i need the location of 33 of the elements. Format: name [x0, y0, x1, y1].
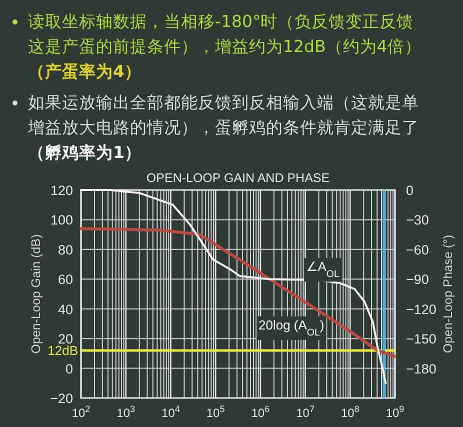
x-tick-label: 10$^{6}$: [251, 404, 270, 420]
x-tick-label: 10$^{2}$: [72, 404, 90, 420]
text: 读取坐标轴数据，当相移-180°时（负反馈变正反馈: [28, 12, 414, 31]
y2-tick-label: −180: [406, 361, 436, 376]
y-tick-label: 40: [58, 302, 73, 317]
x-tick-label: 10$^{9}$: [386, 404, 404, 420]
x-tick-label: 10$^{7}$: [296, 404, 314, 420]
annotation: 20log (A$_{OL}$): [258, 317, 324, 338]
y-tick-label: −20: [50, 391, 73, 406]
y2-tick-label: −90: [406, 272, 429, 288]
text: 这是产蛋的前提条件），增益约为12dB（约为4倍）: [28, 37, 422, 56]
y2-axis-title: Open-Loop Phase (°): [441, 234, 455, 354]
text: （产蛋率为4）: [28, 62, 142, 81]
y2-tick-label: −150: [406, 332, 436, 347]
x-tick-label: 10$^{3}$: [116, 404, 136, 420]
y-tick-label: 80: [58, 242, 73, 258]
y-tick-label: 120: [50, 183, 73, 198]
text: （孵鸡率为1）: [28, 143, 142, 162]
x-tick-label: 10$^{5}$: [206, 404, 225, 420]
y2-tick-label: −30: [406, 212, 429, 228]
annotation: ∠A$_{OL}$: [306, 259, 340, 280]
y-tick-label: 100: [50, 212, 73, 228]
y-tick-label: 60: [58, 272, 73, 288]
x-tick-label: 10$^{4}$: [162, 404, 180, 420]
y-axis-title: Open-Loop Gain (dB): [29, 234, 43, 354]
y2-tick-label: −120: [406, 302, 436, 317]
chart-title: OPEN-LOOP GAIN AND PHASE: [146, 171, 330, 185]
y-tick-label: 0: [65, 361, 73, 376]
text: 如果运放输出全部都能反馈到反相输入端（这就是单: [28, 93, 419, 112]
x-tick-label: 10$^{8}$: [340, 404, 360, 420]
y2-tick-label: 0: [406, 183, 414, 198]
y2-tick-label: −60: [406, 242, 429, 258]
text: 增益放大电路的情况），蛋孵鸡的条件就肯定满足了: [27, 118, 419, 137]
